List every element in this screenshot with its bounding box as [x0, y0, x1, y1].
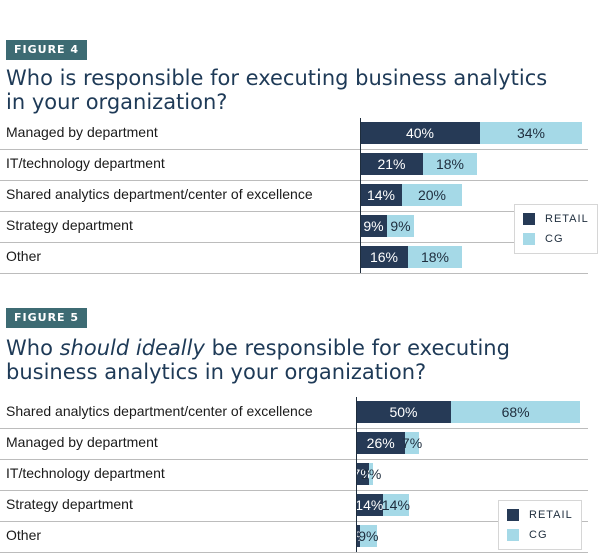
bar-value-label: 9%: [390, 218, 411, 234]
bar-value-label: 9%: [363, 218, 384, 234]
bar-value-label: 21%: [377, 156, 406, 172]
figure-5-title-emphasis: should ideally: [59, 336, 205, 360]
bar-value-label: 34%: [516, 125, 546, 141]
legend-label: CG: [545, 233, 564, 245]
chart-1-row: Other 2% 9%: [0, 521, 588, 553]
chart-1-legend: RETAIL CG: [498, 500, 582, 550]
figure-4-title: Who is responsible for executing busines…: [6, 66, 596, 114]
chart-0-baseline: [360, 118, 361, 273]
chart-0-row: Managed by department 40% 34%: [0, 118, 588, 150]
figure-5-tag: FIGURE 5: [6, 308, 88, 328]
legend-swatch: [507, 529, 519, 541]
category-label: IT/technology department: [6, 155, 165, 171]
figure-4-title-line-1: Who is responsible for executing busines…: [6, 66, 548, 90]
bar-value-label: 40%: [405, 125, 435, 141]
bar-value-label: 68%: [501, 404, 530, 420]
legend-item-retail: RETAIL: [507, 505, 573, 525]
chart-0-row: Strategy department 9% 9%: [0, 211, 588, 243]
legend-swatch: [523, 233, 535, 245]
chart-0-row: Other 16% 18%: [0, 242, 588, 274]
bar-retail: 9%: [360, 215, 387, 237]
chart-0-row: Shared analytics department/center of ex…: [0, 180, 588, 212]
bar-value-label: 14%: [355, 497, 384, 513]
bar-retail: 50%: [356, 401, 451, 423]
category-label: Shared analytics department/center of ex…: [6, 403, 313, 419]
bar-value-label: 26%: [366, 435, 395, 451]
legend-label: CG: [529, 529, 548, 541]
bar-value-label: 20%: [417, 187, 447, 203]
bar-retail: 40%: [360, 122, 480, 144]
bar-value-label: 14%: [366, 187, 396, 203]
bar-value-label: 9%: [358, 528, 379, 544]
bar-cg: 7%: [402, 432, 422, 454]
figure-4-title-line-2: in your organization?: [6, 90, 228, 114]
chart-1-row: Managed by department 26% 7%: [0, 428, 588, 460]
figure-5-title-part-1: Who: [6, 336, 60, 360]
bar-retail: 7%: [353, 463, 373, 485]
bar-value-label: 14%: [381, 497, 410, 513]
bar-cg: 20%: [402, 184, 462, 206]
bar-value-label: 18%: [420, 249, 450, 265]
chart-1-baseline: [356, 397, 357, 552]
category-label: IT/technology department: [6, 465, 165, 481]
bar-value-label: 2%: [361, 466, 382, 482]
chart-1-row: Shared analytics department/center of ex…: [0, 397, 588, 429]
category-label: Managed by department: [6, 434, 158, 450]
bar-value-label: 7%: [401, 435, 423, 451]
chart-0-row: IT/technology department 21% 18%: [0, 149, 588, 181]
bar-cg: 34%: [480, 122, 582, 144]
figure-5-title-part-3: be responsible for executing: [204, 336, 510, 360]
legend-label: RETAIL: [529, 509, 573, 521]
bar-cg: 14%: [381, 494, 410, 516]
chart-0-legend: RETAIL CG: [514, 204, 598, 254]
bar-value-label: 7%: [352, 466, 373, 482]
legend-item-cg: CG: [507, 525, 573, 545]
bar-retail: 26%: [356, 432, 406, 454]
bar-retail: 21%: [360, 153, 423, 175]
bar-cg: 9%: [387, 215, 414, 237]
bar-cg: 18%: [408, 246, 462, 268]
category-label: Other: [6, 527, 42, 543]
legend-item-retail: RETAIL: [523, 209, 589, 229]
category-label: Other: [6, 248, 42, 264]
bar-value-label: 50%: [389, 404, 418, 420]
bar-value-label: 18%: [435, 156, 465, 172]
chart-1-row: IT/technology department 7% 2%: [0, 459, 588, 491]
legend-item-cg: CG: [523, 229, 589, 249]
bar-cg: 2%: [361, 463, 381, 485]
category-label: Shared analytics department/center of ex…: [6, 186, 313, 202]
bar-retail: 14%: [355, 494, 384, 516]
legend-label: RETAIL: [545, 213, 589, 225]
chart-1-row: Strategy department 14% 14%: [0, 490, 588, 522]
category-label: Managed by department: [6, 124, 158, 140]
bar-cg: 18%: [423, 153, 477, 175]
category-label: Strategy department: [6, 496, 133, 512]
figure-4-tag: FIGURE 4: [6, 40, 88, 60]
figure-5-title-line-1: Who should ideally be responsible for ex…: [6, 336, 596, 360]
category-label: Strategy department: [6, 217, 133, 233]
bar-value-label: 16%: [369, 249, 399, 265]
bar-retail: 14%: [360, 184, 402, 206]
bar-cg: 9%: [358, 525, 379, 547]
figure-5-title: Who should ideally be responsible for ex…: [6, 336, 596, 384]
figure-5-title-line-2: business analytics in your organization?: [6, 360, 427, 384]
bar-retail: 16%: [360, 246, 408, 268]
legend-swatch: [507, 509, 519, 521]
legend-swatch: [523, 213, 535, 225]
bar-cg: 68%: [451, 401, 581, 423]
